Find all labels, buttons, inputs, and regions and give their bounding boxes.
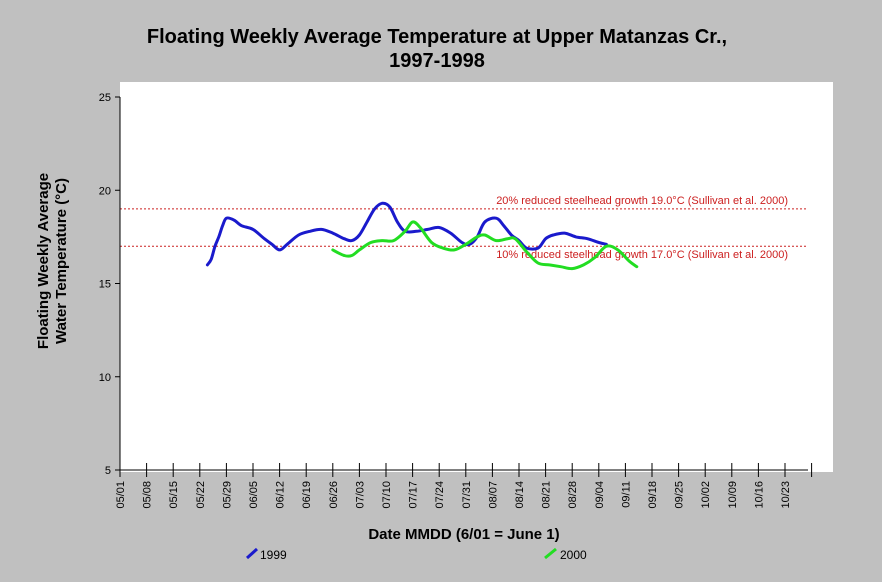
- x-tick-label: 07/31: [461, 481, 473, 509]
- plot-area: [120, 82, 833, 472]
- x-tick-label: 05/08: [142, 481, 154, 509]
- y-ticks: 5 10 15 20 25: [99, 92, 120, 477]
- series-lines: [205, 201, 639, 271]
- x-tick-label: 10/23: [780, 481, 792, 509]
- x-ticks: 05/01 05/08 05/15 05/22 05/29 06/05 06/12 06/19…: [115, 463, 813, 509]
- x-tick-label: 09/25: [674, 481, 686, 509]
- legend-label-1999: 1999: [260, 548, 287, 562]
- legend: 1999 2000: [245, 547, 587, 562]
- x-tick-label: 10/09: [727, 481, 739, 509]
- x-tick-label: 09/11: [620, 481, 632, 508]
- x-tick-label: 05/29: [221, 481, 233, 509]
- x-tick-label: 06/05: [248, 481, 260, 509]
- y-axis-title-line1: Floating Weekly Average: [35, 173, 52, 349]
- x-tick-label: 07/24: [434, 481, 446, 509]
- x-tick-label: 08/28: [567, 481, 579, 509]
- legend-swatch-2000: [544, 547, 557, 560]
- reference-line-label: 10% reduced steelhead growth 17.0°C (Sul…: [496, 249, 788, 261]
- x-axis-title: Date MMDD (6/01 = June 1): [368, 526, 559, 543]
- x-tick-label: 05/22: [195, 481, 207, 509]
- x-tick-label: 10/16: [753, 481, 765, 509]
- y-axis-title-line2: Water Temperature (°C): [53, 178, 70, 344]
- legend-label-2000: 2000: [560, 548, 587, 562]
- y-tick-label: 25: [99, 92, 111, 104]
- x-tick-label: 06/19: [301, 481, 313, 509]
- y-tick-label: 5: [105, 465, 111, 477]
- y-tick-label: 20: [99, 185, 111, 197]
- x-tick-label: 05/01: [115, 481, 127, 509]
- x-tick-label: 10/02: [700, 481, 712, 509]
- chart-title-line1: Floating Weekly Average Temperature at U…: [147, 26, 727, 48]
- x-tick-label: 09/04: [594, 481, 606, 509]
- x-tick-label: 05/15: [168, 481, 180, 509]
- chart-title-line2: 1997-1998: [389, 50, 485, 72]
- y-tick-label: 15: [99, 279, 111, 291]
- series-line-1999: [205, 201, 608, 267]
- y-tick-label: 10: [99, 372, 111, 384]
- x-tick-label: 08/14: [514, 481, 526, 509]
- x-tick-label: 07/17: [408, 481, 420, 509]
- x-tick-label: 08/07: [487, 481, 499, 509]
- x-tick-label: 06/26: [328, 481, 340, 509]
- x-tick-label: 08/21: [541, 481, 553, 509]
- legend-swatch-1999: [245, 547, 259, 560]
- x-tick-label: 06/12: [275, 481, 287, 509]
- reference-line-label: 20% reduced steelhead growth 19.0°C (Sul…: [496, 195, 788, 207]
- x-tick-label: 07/10: [381, 481, 393, 509]
- x-tick-label: 09/18: [647, 481, 659, 509]
- series-line-2000: [331, 220, 639, 271]
- x-tick-label: 07/03: [354, 481, 366, 509]
